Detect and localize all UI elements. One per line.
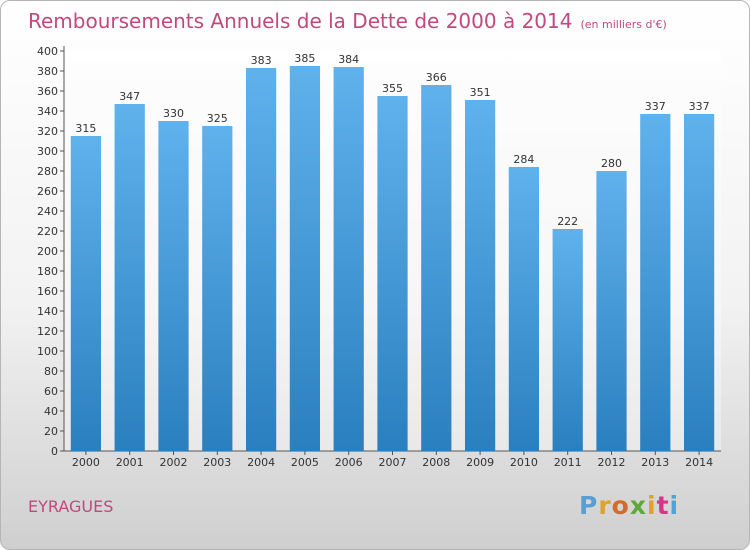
x-tick-label: 2014	[685, 456, 713, 469]
chart-title-text: Remboursements Annuels de la Dette de 20…	[28, 9, 573, 33]
logo-letter: t	[656, 491, 670, 520]
bar	[596, 171, 627, 451]
bar	[640, 114, 671, 451]
x-tick-label: 2006	[335, 456, 363, 469]
y-tick-label: 220	[37, 225, 58, 238]
logo-letter: P	[579, 491, 599, 520]
bar	[114, 104, 145, 451]
x-tick-label: 2004	[247, 456, 275, 469]
y-tick-label: 80	[44, 365, 58, 378]
chart-subtitle: (en milliers d'€)	[580, 18, 667, 31]
data-label: 347	[119, 90, 140, 103]
logo-letter: i	[669, 491, 680, 520]
x-tick-label: 2007	[379, 456, 407, 469]
proxiti-logo[interactable]: Proxiti	[579, 491, 679, 520]
bar	[683, 114, 715, 451]
y-tick-label: 140	[37, 305, 58, 318]
x-tick-label: 2008	[422, 456, 450, 469]
y-tick-label: 160	[37, 285, 58, 298]
data-label: 384	[338, 53, 359, 66]
data-label: 315	[75, 122, 96, 135]
x-tick-label: 2009	[466, 456, 494, 469]
data-label: 383	[251, 54, 272, 67]
y-tick-label: 60	[44, 385, 58, 398]
bar	[464, 100, 496, 451]
y-tick-label: 320	[37, 125, 58, 138]
y-tick-label: 200	[37, 245, 58, 258]
bar	[421, 85, 452, 451]
y-tick-label: 260	[37, 185, 58, 198]
y-tick-label: 180	[37, 265, 58, 278]
commune-name: EYRAGUES	[28, 497, 114, 516]
data-label: 284	[513, 153, 534, 166]
x-tick-label: 2001	[116, 456, 144, 469]
data-label: 355	[382, 82, 403, 95]
x-tick-label: 2003	[203, 456, 231, 469]
data-label: 330	[163, 107, 184, 120]
logo-letter: o	[611, 491, 630, 520]
bar	[70, 136, 102, 451]
data-label: 385	[294, 52, 315, 65]
x-tick-label: 2013	[641, 456, 669, 469]
y-tick-label: 400	[37, 45, 58, 58]
data-label: 280	[601, 157, 622, 170]
bar	[377, 96, 408, 451]
data-label: 337	[689, 100, 710, 113]
y-tick-label: 120	[37, 325, 58, 338]
y-tick-label: 100	[37, 345, 58, 358]
y-tick-label: 0	[51, 445, 58, 458]
bar	[552, 229, 583, 451]
x-tick-label: 2000	[72, 456, 100, 469]
y-tick-label: 360	[37, 85, 58, 98]
x-tick-label: 2012	[598, 456, 626, 469]
y-tick-label: 40	[44, 405, 58, 418]
logo-letter: i	[647, 491, 657, 520]
logo-letter: r	[598, 491, 612, 520]
chart-title: Remboursements Annuels de la Dette de 20…	[28, 9, 667, 33]
bar	[289, 66, 321, 451]
y-tick-label: 240	[37, 205, 58, 218]
x-tick-label: 2010	[510, 456, 538, 469]
data-label: 366	[426, 71, 447, 84]
x-tick-label: 2002	[160, 456, 188, 469]
data-label: 337	[645, 100, 666, 113]
data-label: 325	[207, 112, 228, 125]
logo-letter: x	[629, 491, 647, 520]
bar	[508, 167, 540, 451]
y-tick-label: 340	[37, 105, 58, 118]
bar	[333, 67, 364, 451]
x-tick-label: 2005	[291, 456, 319, 469]
bar	[245, 68, 277, 451]
data-label: 222	[557, 215, 578, 228]
y-tick-label: 20	[44, 425, 58, 438]
x-tick-label: 2011	[554, 456, 582, 469]
data-label: 351	[470, 86, 491, 99]
y-tick-label: 300	[37, 145, 58, 158]
bar	[158, 121, 189, 451]
y-tick-label: 380	[37, 65, 58, 78]
y-tick-label: 280	[37, 165, 58, 178]
bar	[202, 126, 233, 451]
